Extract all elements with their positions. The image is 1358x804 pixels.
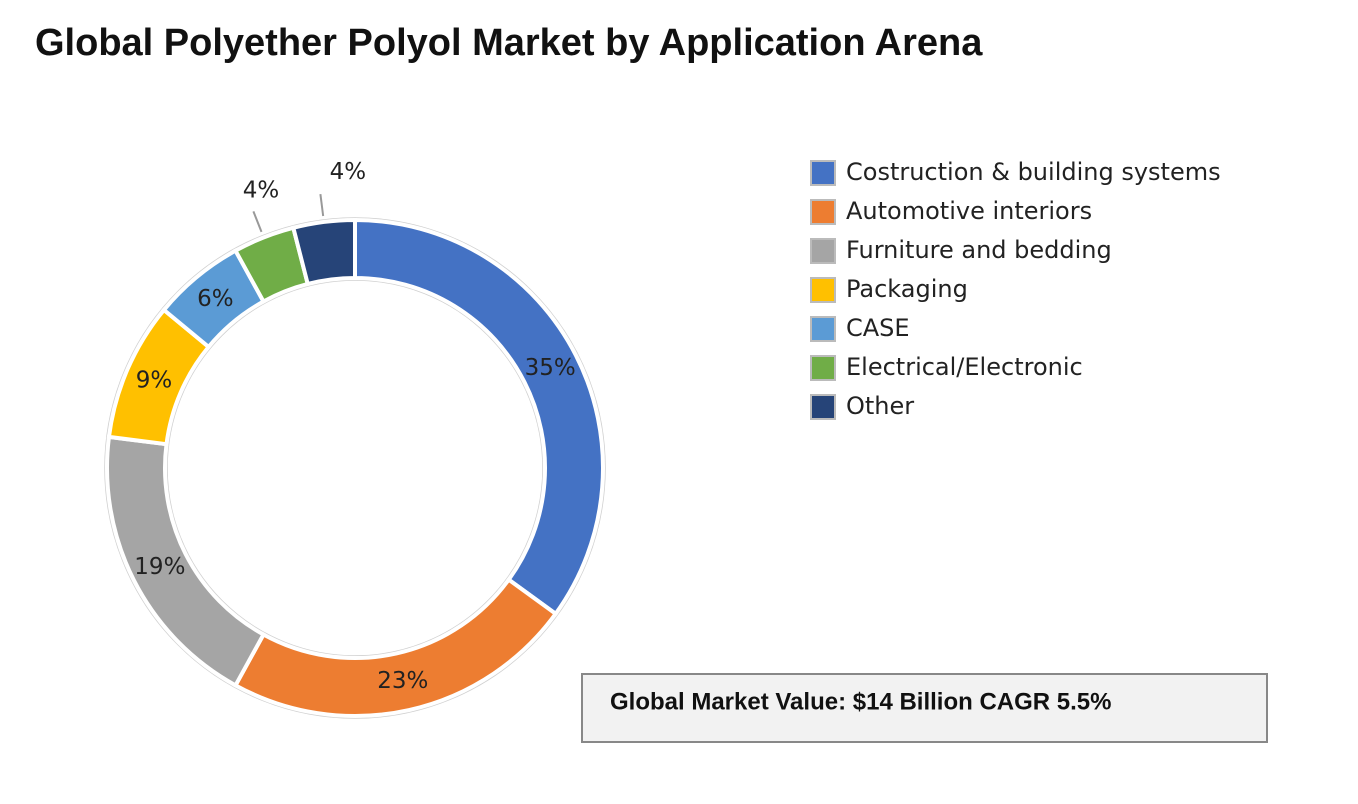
legend-swatch — [810, 277, 836, 303]
data-label: 35% — [525, 355, 576, 381]
legend-label: Furniture and bedding — [846, 236, 1112, 264]
data-label: 9% — [136, 368, 173, 394]
legend-swatch — [810, 199, 836, 225]
legend-label: CASE — [846, 314, 910, 342]
legend-label: Electrical/Electronic — [846, 353, 1083, 381]
legend-label: Automotive interiors — [846, 197, 1092, 225]
leader-line — [319, 194, 325, 217]
legend-swatch — [810, 160, 836, 186]
legend-swatch — [810, 355, 836, 381]
legend-label: Packaging — [846, 275, 968, 303]
legend-swatch — [810, 394, 836, 420]
slice — [232, 576, 559, 718]
data-label: 4% — [243, 177, 280, 203]
legend-label: Other — [846, 392, 914, 420]
annotation-box — [581, 673, 1268, 743]
data-label: 19% — [134, 554, 185, 580]
data-label: 6% — [197, 286, 234, 312]
legend-label: Costruction & building systems — [846, 158, 1221, 186]
slice — [290, 217, 357, 287]
legend-swatch — [810, 316, 836, 342]
data-label: 4% — [330, 159, 367, 185]
legend-swatch — [810, 238, 836, 264]
annotation: Global Market Value: $14 Billion CAGR 5.… — [610, 688, 1111, 715]
chart-title: Global Polyether Polyol Market by Applic… — [35, 22, 983, 64]
slice — [353, 217, 605, 617]
data-label: 23% — [377, 668, 428, 694]
donut-outline — [166, 279, 544, 657]
leader-line — [252, 211, 263, 233]
